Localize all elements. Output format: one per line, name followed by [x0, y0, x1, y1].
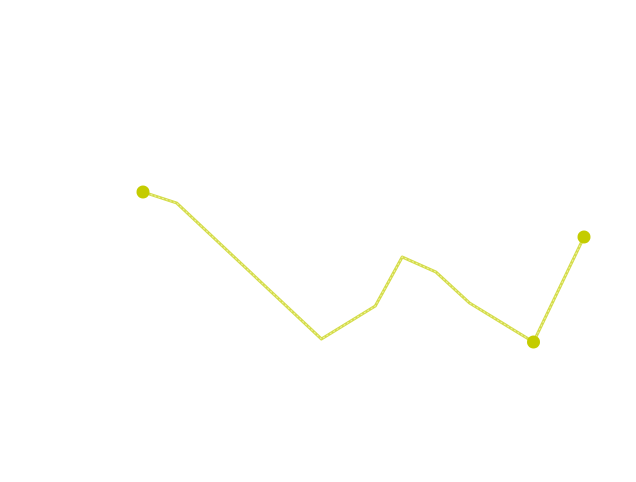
series-line	[142, 190, 586, 344]
series-line-texture	[142, 191, 585, 343]
data-point-marker	[136, 185, 150, 199]
data-point-marker	[527, 335, 541, 349]
data-point-marker	[577, 230, 591, 244]
